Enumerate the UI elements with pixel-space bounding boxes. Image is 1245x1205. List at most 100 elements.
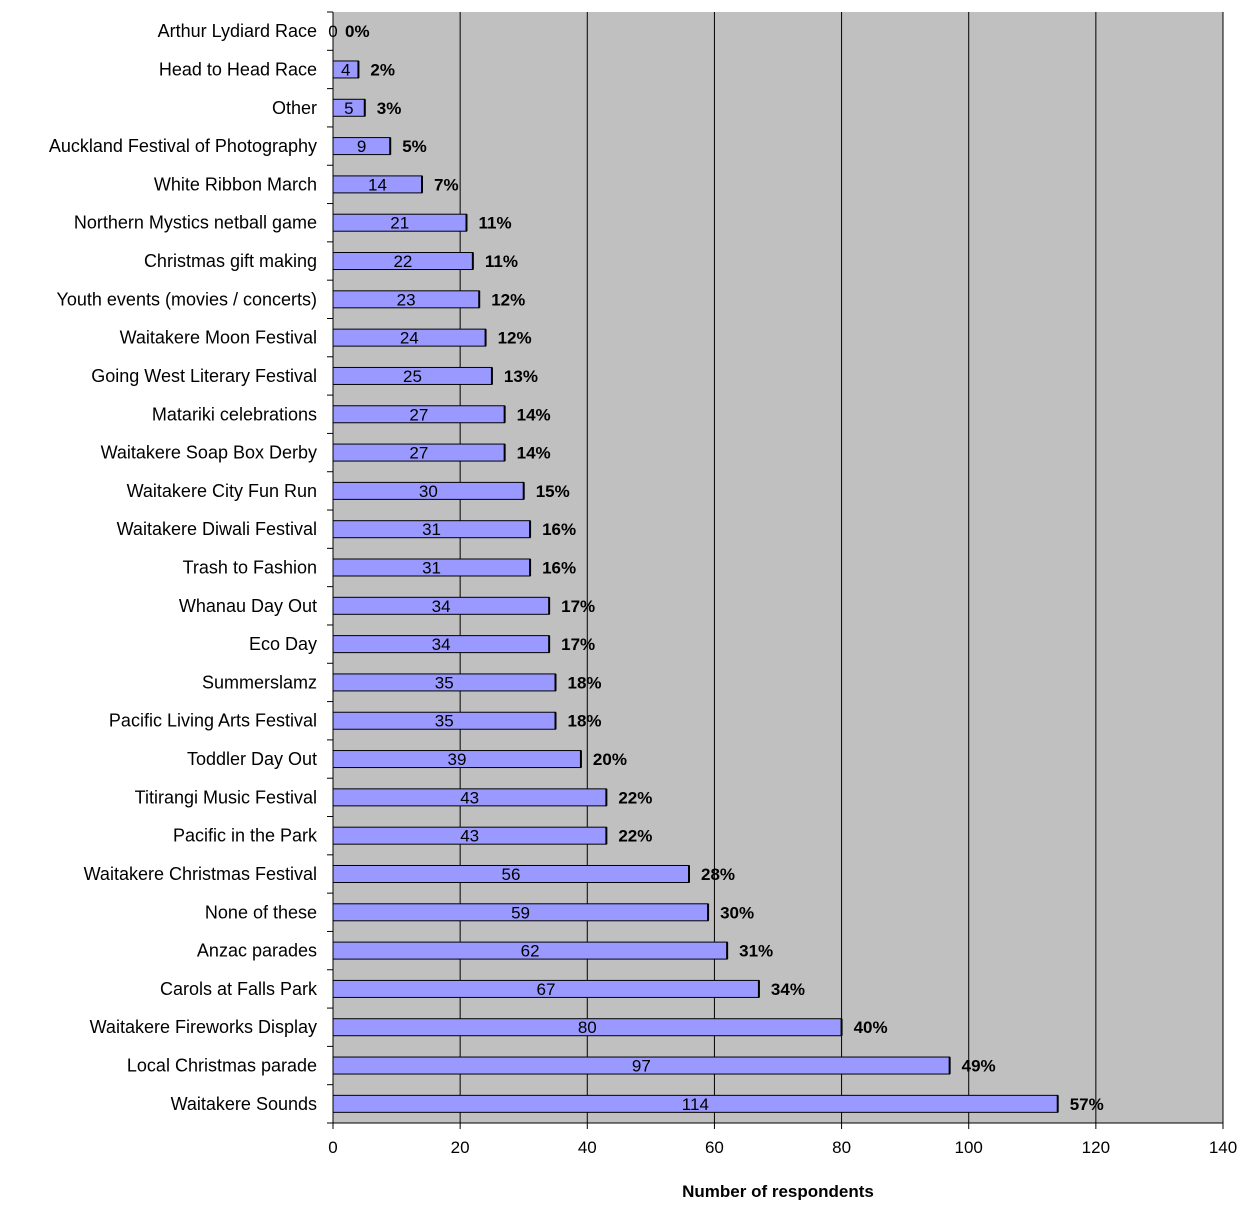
bar-percent-label: 5% bbox=[402, 137, 427, 156]
category-label: Pacific in the Park bbox=[173, 826, 318, 846]
bar-percent-label: 0% bbox=[345, 22, 370, 41]
bar-percent-label: 34% bbox=[771, 980, 805, 999]
x-axis: 0 20 40 60 80 100 120 140 bbox=[327, 11, 1237, 1157]
bar-percent-label: 15% bbox=[536, 482, 570, 501]
category-label: Waitakere City Fun Run bbox=[127, 481, 317, 501]
x-axis-title: Number of respondents bbox=[682, 1182, 874, 1200]
bar-percent-label: 20% bbox=[593, 750, 627, 769]
bar-value-label: 24 bbox=[400, 329, 419, 348]
bar-percent-label: 14% bbox=[517, 405, 551, 424]
bar-value-label: 56 bbox=[502, 865, 521, 884]
bar-percent-label: 7% bbox=[434, 175, 459, 194]
bar-value-label: 43 bbox=[460, 827, 479, 846]
bar-value-label: 31 bbox=[422, 559, 441, 578]
category-label: Waitakere Moon Festival bbox=[120, 328, 317, 348]
bar-value-label: 39 bbox=[448, 750, 467, 769]
bar-percent-label: 16% bbox=[542, 520, 576, 539]
category-label: Local Christmas parade bbox=[127, 1056, 317, 1076]
bar-value-label: 25 bbox=[403, 367, 422, 386]
bar-percent-label: 40% bbox=[854, 1018, 888, 1037]
bar-value-label: 31 bbox=[422, 520, 441, 539]
bar-percent-label: 11% bbox=[479, 214, 512, 233]
bar-percent-label: 3% bbox=[377, 99, 402, 118]
category-label: Head to Head Race bbox=[159, 59, 317, 79]
category-label: Titirangi Music Festival bbox=[135, 787, 317, 807]
x-tick-label: 0 bbox=[328, 1138, 337, 1157]
category-labels: Arthur Lydiard Race Head to Head Race Othe… bbox=[49, 21, 318, 1114]
x-tick-label: 100 bbox=[955, 1138, 983, 1157]
bar-value-label: 14 bbox=[368, 175, 387, 194]
bar-value-label: 59 bbox=[511, 903, 530, 922]
category-label: Other bbox=[272, 98, 317, 118]
bar-percent-label: 31% bbox=[739, 942, 773, 961]
x-tick-label: 80 bbox=[832, 1138, 851, 1157]
bar-value-label: 80 bbox=[578, 1018, 597, 1037]
bar-percent-label: 22% bbox=[618, 788, 652, 807]
bar-value-label: 27 bbox=[409, 444, 428, 463]
bar-percent-label: 17% bbox=[561, 597, 595, 616]
category-label: Whanau Day Out bbox=[179, 596, 317, 616]
bar-value-label: 4 bbox=[341, 60, 350, 79]
bar-value-label: 114 bbox=[682, 1095, 709, 1114]
bar-percent-label: 28% bbox=[701, 865, 735, 884]
category-label: Auckland Festival of Photography bbox=[49, 136, 317, 156]
category-label: None of these bbox=[205, 902, 317, 922]
category-label: Pacific Living Arts Festival bbox=[109, 711, 317, 731]
bar-value-label: 27 bbox=[409, 405, 428, 424]
bar-value-label: 9 bbox=[357, 137, 366, 156]
x-tick-label: 40 bbox=[578, 1138, 597, 1157]
category-label: Trash to Fashion bbox=[183, 558, 317, 578]
category-label: Northern Mystics netball game bbox=[74, 213, 317, 233]
bar-percent-label: 57% bbox=[1070, 1095, 1104, 1114]
bar-percent-label: 17% bbox=[561, 635, 595, 654]
category-label: Carols at Falls Park bbox=[160, 979, 318, 999]
bar-percent-label: 22% bbox=[618, 827, 652, 846]
x-tick-label: 140 bbox=[1209, 1138, 1237, 1157]
bar-percent-label: 18% bbox=[568, 673, 602, 692]
bar-value-label: 30 bbox=[419, 482, 438, 501]
bar-percent-label: 16% bbox=[542, 559, 576, 578]
bar-percent-label: 49% bbox=[962, 1057, 996, 1076]
bar-value-label: 43 bbox=[460, 788, 479, 807]
bar-percent-label: 30% bbox=[720, 903, 754, 922]
bar-value-label: 34 bbox=[432, 597, 451, 616]
category-label: Waitakere Soap Box Derby bbox=[101, 443, 317, 463]
bar-value-label: 23 bbox=[397, 290, 416, 309]
x-tick-label: 120 bbox=[1082, 1138, 1110, 1157]
category-label: Arthur Lydiard Race bbox=[158, 21, 317, 41]
x-tick-label: 20 bbox=[451, 1138, 470, 1157]
bar-value-label: 22 bbox=[393, 252, 412, 271]
bar-percent-label: 2% bbox=[370, 60, 395, 79]
category-label: Going West Literary Festival bbox=[91, 366, 317, 386]
gridlines bbox=[459, 12, 1224, 1123]
bars: 0 0%4 2%5 3%9 5%14 7%21 11%22 11%23 12%24 12%25 13… bbox=[328, 22, 1103, 1114]
bar-value-label: 97 bbox=[632, 1057, 651, 1076]
bar-value-label: 5 bbox=[344, 99, 353, 118]
category-label: Waitakere Sounds bbox=[171, 1094, 317, 1114]
bar-percent-label: 13% bbox=[504, 367, 538, 386]
bar-percent-label: 11% bbox=[485, 252, 518, 271]
category-label: Summerslamz bbox=[202, 672, 317, 692]
bar-value-label: 21 bbox=[390, 214, 409, 233]
category-label: Waitakere Fireworks Display bbox=[90, 1017, 317, 1037]
category-label: Waitakere Christmas Festival bbox=[84, 864, 317, 884]
category-label: Youth events (movies / concerts) bbox=[57, 289, 317, 309]
x-tick-label: 60 bbox=[705, 1138, 724, 1157]
bar-percent-label: 18% bbox=[568, 712, 602, 731]
bar-percent-label: 12% bbox=[498, 329, 532, 348]
category-label: Toddler Day Out bbox=[187, 749, 317, 769]
bar-value-label: 35 bbox=[435, 712, 454, 731]
category-label: Christmas gift making bbox=[144, 251, 317, 271]
category-label: Eco Day bbox=[249, 634, 317, 654]
bar-percent-label: 14% bbox=[517, 444, 551, 463]
category-label: Anzac parades bbox=[197, 941, 317, 961]
category-label: Waitakere Diwali Festival bbox=[117, 519, 317, 539]
category-label: White Ribbon March bbox=[154, 174, 317, 194]
bar-value-label: 62 bbox=[521, 942, 540, 961]
bar-value-label: 67 bbox=[537, 980, 556, 999]
bar-value-label: 35 bbox=[435, 673, 454, 692]
category-label: Matariki celebrations bbox=[152, 404, 317, 424]
bar-value-label: 34 bbox=[432, 635, 451, 654]
